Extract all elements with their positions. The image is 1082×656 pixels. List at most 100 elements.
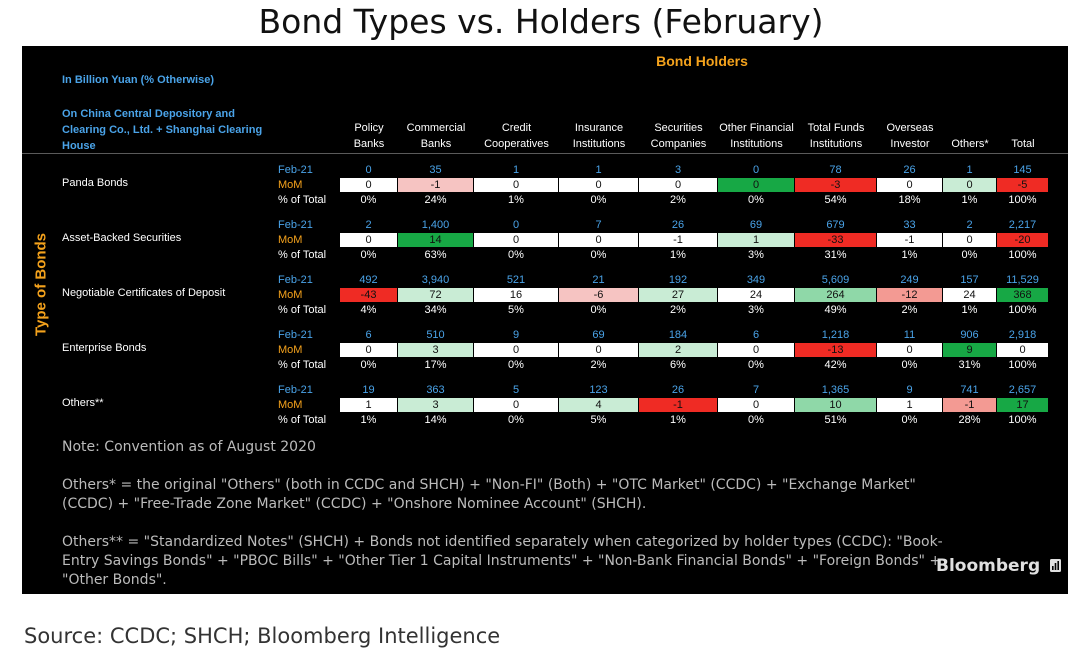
feb-cell: 349 — [746, 274, 766, 286]
feb-cell: 192 — [668, 274, 688, 286]
mom-cell: -13 — [795, 343, 876, 357]
feb-cell: 69 — [592, 329, 605, 341]
column-header-commercial-banks: Commercial Banks — [406, 122, 466, 150]
feb-cell: 0 — [512, 219, 520, 231]
pct-cell: 100% — [1008, 359, 1037, 371]
pct-cell: 3% — [748, 304, 764, 316]
feb-cell: 249 — [900, 274, 919, 286]
pct-cell: 31% — [824, 249, 847, 261]
feb-cell: 2,657 — [1008, 384, 1037, 396]
mom-cell: 14 — [398, 233, 473, 247]
pct-cell: 2% — [670, 194, 686, 206]
mom-cell: 10 — [795, 398, 876, 412]
feb-cell: 157 — [960, 274, 979, 286]
row-label-feb: Feb-21 — [278, 219, 313, 231]
pct-cell: 49% — [824, 304, 847, 316]
mom-cell: 0 — [943, 233, 996, 247]
mom-cell: 16 — [474, 288, 558, 302]
bond-holders-table-panel: Bond Holders In Billion Yuan (% Otherwis… — [22, 46, 1068, 594]
pct-cell: 5% — [508, 304, 524, 316]
column-header-securities-companies: Securities Companies — [650, 122, 707, 150]
mom-cell: -33 — [795, 233, 876, 247]
pct-cell: 0% — [961, 249, 978, 261]
mom-cell: 3 — [398, 343, 473, 357]
mom-cell: 0 — [340, 233, 397, 247]
mom-cell: 3 — [398, 398, 473, 412]
feb-cell: 11 — [903, 329, 916, 341]
bond-type-label-others: Others** — [62, 397, 104, 409]
feb-cell: 11,529 — [1006, 274, 1039, 286]
mom-cell: 9 — [943, 343, 996, 357]
feb-cell: 21 — [592, 274, 605, 286]
pct-cell: 2% — [670, 304, 686, 316]
row-label-feb: Feb-21 — [278, 164, 313, 176]
source-note: Source: CCDC; SHCH; Bloomberg Intelligen… — [24, 624, 501, 648]
mom-cell: 1 — [340, 398, 397, 412]
column-header-other-financial-institutions: Other Financial Institutions — [719, 122, 794, 150]
pct-cell: 100% — [1008, 249, 1037, 261]
pct-cell: 1% — [961, 194, 978, 206]
pct-cell: 0% — [748, 359, 764, 371]
feb-cell: 78 — [829, 164, 842, 176]
feb-cell: 6 — [752, 329, 760, 341]
mom-cell: -43 — [340, 288, 397, 302]
feb-cell: 492 — [359, 274, 378, 286]
pct-cell: 28% — [958, 414, 981, 426]
pct-cell: 54% — [824, 194, 847, 206]
column-header-policy-banks: Policy Banks — [353, 122, 385, 150]
page-title: Bond Types vs. Holders (February) — [258, 2, 824, 41]
feb-cell: 1,365 — [821, 384, 850, 396]
mom-cell: 0 — [559, 233, 638, 247]
feb-cell: 521 — [506, 274, 526, 286]
feb-cell: 510 — [426, 329, 445, 341]
mom-cell: 17 — [997, 398, 1048, 412]
pct-cell: 100% — [1008, 304, 1037, 316]
row-label-mom: MoM — [278, 179, 303, 191]
row-label-feb: Feb-21 — [278, 329, 313, 341]
mom-cell: 264 — [795, 288, 876, 302]
type-of-bonds-axis-label: Type of Bonds — [32, 232, 50, 337]
pct-cell: 34% — [424, 304, 447, 316]
feb-cell: 741 — [960, 384, 979, 396]
pct-cell: 1% — [670, 249, 686, 261]
feb-cell: 5,609 — [821, 274, 850, 286]
note-convention: Note: Convention as of August 2020 — [62, 439, 316, 455]
feb-cell: 2 — [966, 219, 973, 231]
feb-cell: 19 — [362, 384, 375, 396]
pct-cell: 1% — [961, 304, 978, 316]
feb-cell: 26 — [671, 219, 685, 231]
row-label-pct: % of Total — [278, 414, 327, 426]
mom-cell: 27 — [639, 288, 717, 302]
feb-cell: 7 — [752, 384, 760, 396]
row-label-pct: % of Total — [278, 194, 327, 206]
mom-cell: -1 — [398, 178, 473, 192]
pct-cell: 0% — [590, 194, 607, 206]
pct-cell: 31% — [958, 359, 981, 371]
pct-cell: 0% — [360, 359, 377, 371]
pct-cell: 0% — [590, 249, 607, 261]
mom-cell: 0 — [340, 178, 397, 192]
feb-cell: 26 — [671, 384, 685, 396]
pct-cell: 5% — [590, 414, 607, 426]
depository-note: On China Central Depository and Clearing… — [62, 108, 263, 152]
header-divider — [22, 153, 1068, 154]
bloomberg-logo: Bloomberg — [936, 556, 1062, 576]
notes-block: Note: Convention as of August 2020 Other… — [62, 438, 962, 609]
mom-cell: -12 — [877, 288, 942, 302]
feb-cell: 3,940 — [421, 274, 450, 286]
feb-cell: 145 — [1013, 164, 1032, 176]
feb-cell: 6 — [365, 329, 372, 341]
mom-cell: 4 — [559, 398, 638, 412]
feb-cell: 123 — [589, 384, 608, 396]
pct-cell: 0% — [508, 249, 524, 261]
mom-cell: 0 — [474, 178, 558, 192]
bond-holders-title: Bond Holders — [656, 53, 748, 69]
mom-cell: -1 — [639, 233, 717, 247]
mom-cell: 0 — [340, 343, 397, 357]
feb-cell: 9 — [512, 329, 520, 341]
pct-cell: 24% — [424, 194, 447, 206]
feb-cell: 2,217 — [1008, 219, 1037, 231]
mom-cell: 0 — [997, 343, 1048, 357]
row-label-mom: MoM — [278, 344, 303, 356]
pct-cell: 0% — [748, 414, 764, 426]
